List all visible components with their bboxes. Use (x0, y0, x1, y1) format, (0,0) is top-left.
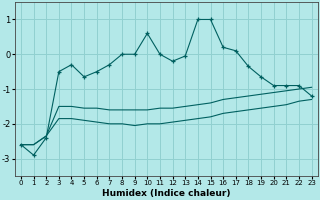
X-axis label: Humidex (Indice chaleur): Humidex (Indice chaleur) (102, 189, 230, 198)
